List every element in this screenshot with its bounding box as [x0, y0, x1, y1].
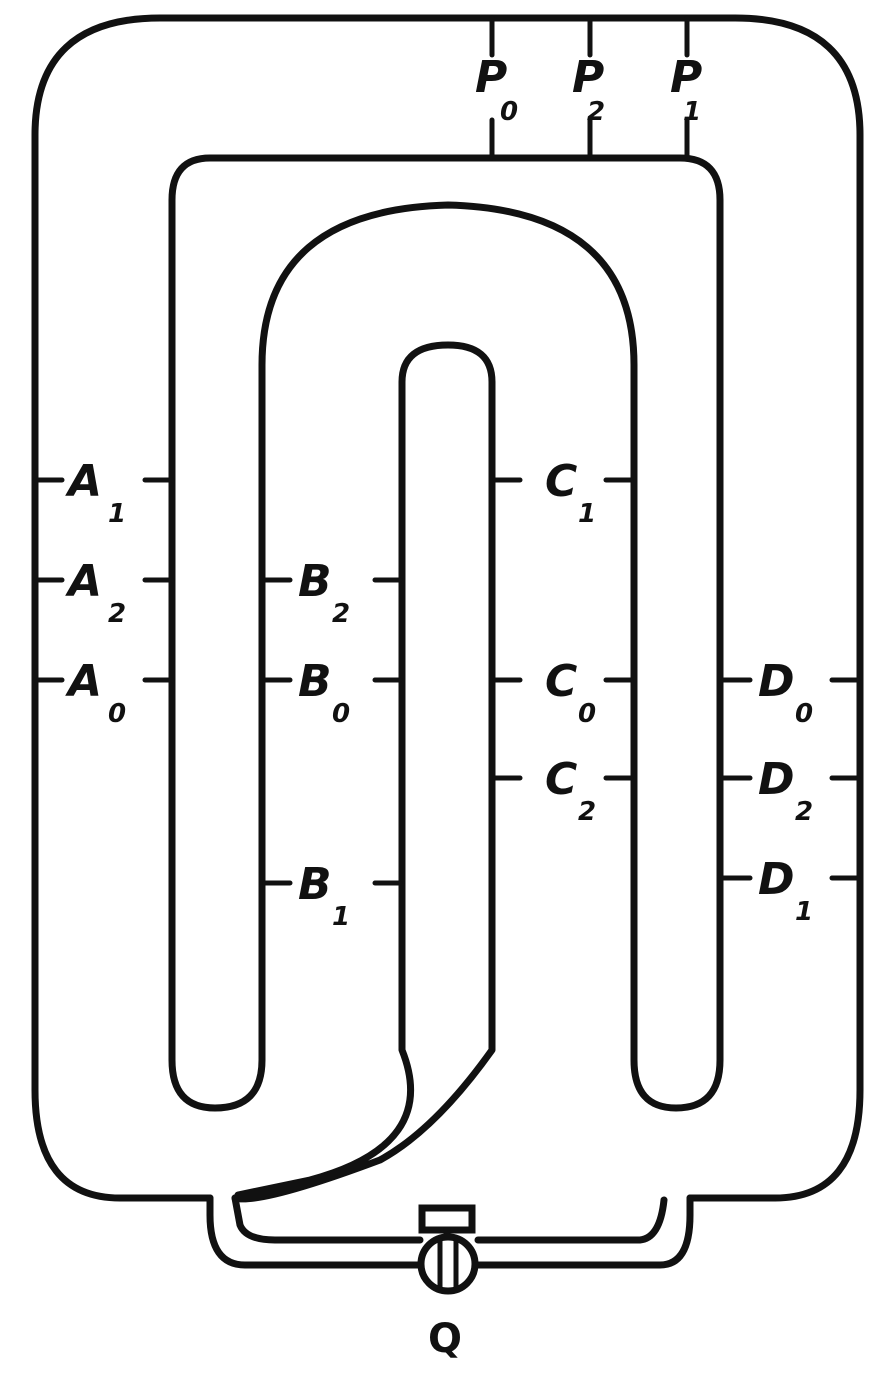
- svg-text:D: D: [758, 656, 795, 707]
- svg-text:C: C: [545, 754, 577, 805]
- label-d0: D 0: [720, 656, 861, 729]
- bottom-trough: [206, 1194, 694, 1269]
- top-tap-tubes: [489, 15, 690, 161]
- svg-text:B: B: [298, 556, 332, 607]
- svg-text:2: 2: [587, 97, 605, 127]
- label-p1: P 1: [670, 52, 702, 127]
- svg-text:1: 1: [683, 97, 701, 127]
- svg-text:P: P: [572, 52, 604, 103]
- label-q: Q: [428, 1316, 462, 1362]
- svg-text:2: 2: [578, 797, 596, 827]
- left-u-tube: [168, 154, 724, 1112]
- svg-text:A: A: [65, 556, 102, 607]
- label-b1: B 1: [262, 859, 403, 932]
- svg-text:1: 1: [108, 499, 126, 529]
- outer-tube-wall: [31, 14, 864, 1202]
- svg-text:2: 2: [795, 797, 813, 827]
- svg-text:A: A: [65, 456, 102, 507]
- label-a1: A 1: [32, 456, 175, 529]
- svg-text:P: P: [475, 52, 507, 103]
- svg-text:B: B: [298, 656, 332, 707]
- svg-text:0: 0: [795, 699, 813, 729]
- stopcock-valve: [417, 1204, 479, 1295]
- svg-text:B: B: [298, 859, 332, 910]
- svg-text:0: 0: [500, 97, 518, 127]
- svg-text:P: P: [670, 52, 702, 103]
- svg-text:D: D: [758, 854, 795, 905]
- svg-text:0: 0: [108, 699, 126, 729]
- label-c1: C 1: [492, 456, 634, 529]
- svg-text:0: 0: [332, 699, 350, 729]
- svg-text:2: 2: [332, 599, 350, 629]
- label-c2: C 2: [492, 754, 634, 827]
- trough-inner: [231, 1194, 668, 1244]
- label-d1: D 1: [720, 854, 861, 927]
- svg-text:1: 1: [332, 902, 350, 932]
- svg-text:C: C: [545, 456, 577, 507]
- label-a0: A 0: [32, 656, 175, 729]
- label-b2: B 2: [262, 556, 403, 629]
- svg-text:A: A: [65, 656, 102, 707]
- label-b0: B 0: [262, 656, 403, 729]
- svg-text:1: 1: [795, 897, 813, 927]
- label-d2: D 2: [720, 754, 861, 827]
- svg-text:D: D: [758, 754, 795, 805]
- label-p2: P 2: [572, 52, 605, 127]
- svg-text:2: 2: [108, 599, 126, 629]
- svg-text:C: C: [545, 656, 577, 707]
- svg-text:0: 0: [578, 699, 596, 729]
- label-a2: A 2: [32, 556, 175, 629]
- inner-tube-wall: [231, 341, 496, 1203]
- label-p0: P 0: [475, 52, 518, 127]
- label-c0: C 0: [492, 656, 634, 729]
- svg-text:1: 1: [578, 499, 596, 529]
